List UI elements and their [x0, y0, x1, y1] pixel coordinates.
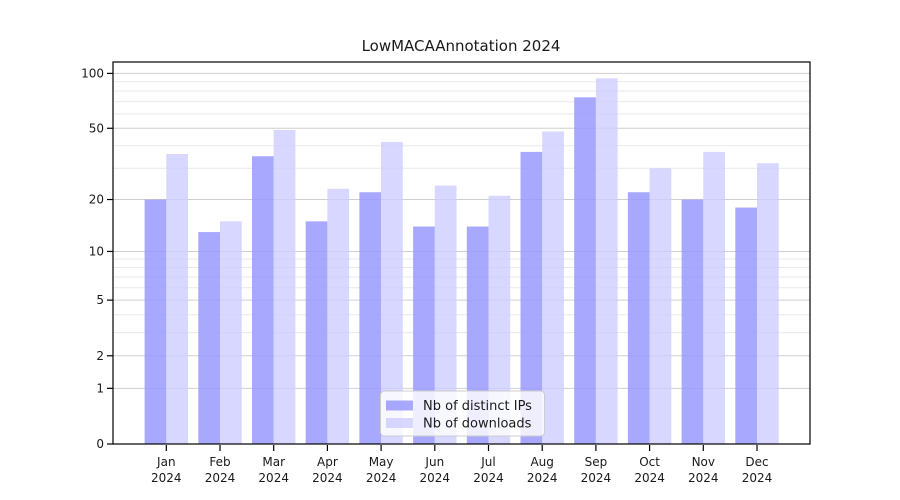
- bar-downloads-dec: [757, 163, 779, 444]
- legend-label-downloads: Nb of downloads: [423, 417, 532, 432]
- bar-downloads-sep: [595, 78, 618, 444]
- y-tick-label-50: 50: [89, 121, 104, 135]
- bar-distinct-ips-apr: [305, 221, 328, 444]
- x-tick-label-mar: Mar 2024: [258, 455, 289, 485]
- bar-distinct-ips-jan: [144, 199, 167, 444]
- bar-distinct-ips-nov: [681, 199, 704, 444]
- y-tick-label-20: 20: [89, 193, 104, 207]
- legend-swatch-distinct-ips: [386, 400, 413, 411]
- x-tick-label-feb: Feb 2024: [205, 455, 236, 485]
- legend-label-distinct-ips: Nb of distinct IPs: [423, 399, 532, 414]
- bar-distinct-ips-aug: [520, 151, 543, 444]
- bar-distinct-ips-mar: [252, 156, 274, 444]
- bar-distinct-ips-may: [359, 192, 382, 444]
- bars-layer: [144, 78, 779, 445]
- legend: Nb of distinct IPs Nb of downloads: [380, 390, 545, 437]
- x-tick-label-nov: Nov 2024: [688, 455, 719, 485]
- bar-distinct-ips-jul: [466, 226, 489, 444]
- y-tick-label-100: 100: [81, 66, 104, 80]
- bar-downloads-apr: [327, 188, 350, 444]
- bar-downloads-jun: [434, 185, 457, 445]
- y-tick-label-2: 2: [96, 349, 104, 363]
- x-tick-label-oct: Oct 2024: [634, 455, 665, 485]
- bar-downloads-jan: [166, 154, 188, 445]
- y-tick-label-0: 0: [96, 437, 104, 451]
- y-tick-label-5: 5: [96, 293, 104, 307]
- bar-distinct-ips-sep: [574, 97, 596, 444]
- x-tick-label-jul: Jul 2024: [473, 455, 504, 485]
- bar-downloads-may: [381, 141, 403, 444]
- bar-distinct-ips-jun: [413, 226, 435, 444]
- bar-downloads-oct: [649, 168, 672, 444]
- legend-box: [380, 390, 545, 437]
- bar-distinct-ips-dec: [735, 207, 757, 444]
- bar-downloads-jul: [488, 195, 511, 444]
- y-tick-label-1: 1: [96, 381, 104, 395]
- legend-swatch-downloads: [386, 418, 413, 428]
- x-tick-label-jan: Jan 2024: [151, 455, 182, 485]
- x-tick-label-sep: Sep 2024: [581, 455, 612, 485]
- bar-downloads-feb: [220, 221, 242, 444]
- bar-downloads-nov: [703, 151, 725, 444]
- x-tick-label-jun: Jun 2024: [420, 455, 451, 485]
- bar-distinct-ips-oct: [627, 192, 650, 444]
- bar-downloads-mar: [273, 129, 296, 444]
- x-tick-label-aug: Aug 2024: [527, 455, 558, 485]
- plot-border: [112, 61, 811, 445]
- x-tick-label-may: May 2024: [366, 455, 397, 485]
- bar-distinct-ips-feb: [198, 232, 220, 444]
- chart-title: LowMACAAnnotation 2024: [362, 37, 561, 55]
- y-tick-label-10: 10: [89, 244, 104, 258]
- bar-downloads-aug: [542, 131, 564, 445]
- x-tick-label-dec: Dec 2024: [742, 455, 773, 485]
- x-tick-label-apr: Apr 2024: [312, 455, 343, 485]
